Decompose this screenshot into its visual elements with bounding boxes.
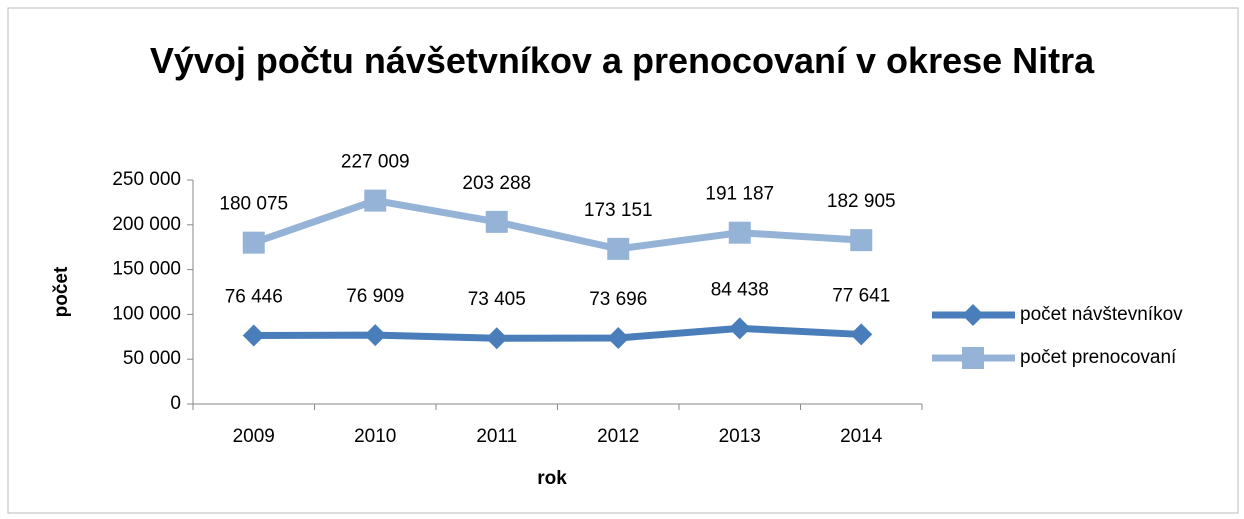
data-label: 73 405 <box>468 289 526 310</box>
x-axis-label: rok <box>537 468 567 489</box>
legend-marker <box>962 304 984 326</box>
data-label: 84 438 <box>711 279 769 300</box>
x-tick-label: 2009 <box>233 426 275 447</box>
point <box>728 317 751 340</box>
point <box>728 221 751 244</box>
chart-border <box>7 7 1239 514</box>
point <box>850 229 873 252</box>
point <box>364 324 387 347</box>
chart-title: Vývoj počtu návšetvníkov a prenocovaní v… <box>149 40 1095 81</box>
data-label: 76 446 <box>225 287 283 308</box>
data-label: 77 641 <box>832 285 890 306</box>
point <box>850 323 873 346</box>
legend-label: počet prenocovaní <box>1020 347 1177 368</box>
point <box>485 210 508 233</box>
data-label: 191 187 <box>705 184 774 205</box>
series-line <box>253 324 862 342</box>
y-tick-label: 200 000 <box>112 214 181 235</box>
x-tick-label: 2011 <box>476 426 517 447</box>
x-tick-label: 2013 <box>719 426 761 447</box>
y-tick-label: 150 000 <box>112 259 181 280</box>
y-tick-label: 0 <box>170 393 181 414</box>
data-label: 180 075 <box>219 194 288 215</box>
point <box>607 237 630 260</box>
point <box>485 327 508 350</box>
data-label: 173 151 <box>584 200 653 221</box>
data-label: 227 009 <box>341 152 410 173</box>
x-tick-label: 2012 <box>597 426 639 447</box>
point <box>607 326 630 349</box>
point <box>242 231 265 254</box>
x-tick-label: 2010 <box>354 426 396 447</box>
y-axis-label: počet <box>51 266 72 317</box>
data-label: 76 909 <box>346 286 404 307</box>
legend-marker <box>962 347 984 369</box>
point <box>242 324 265 347</box>
data-label: 73 696 <box>589 289 647 310</box>
data-label: 182 905 <box>827 191 896 212</box>
series-line <box>252 197 862 253</box>
data-label: 203 288 <box>462 173 531 194</box>
legend-label: počet návštevníkov <box>1020 304 1183 325</box>
y-tick-label: 250 000 <box>112 169 181 190</box>
y-tick-label: 100 000 <box>112 303 181 324</box>
y-tick-label: 50 000 <box>123 348 181 369</box>
point <box>364 189 387 212</box>
x-tick-label: 2014 <box>840 426 883 447</box>
